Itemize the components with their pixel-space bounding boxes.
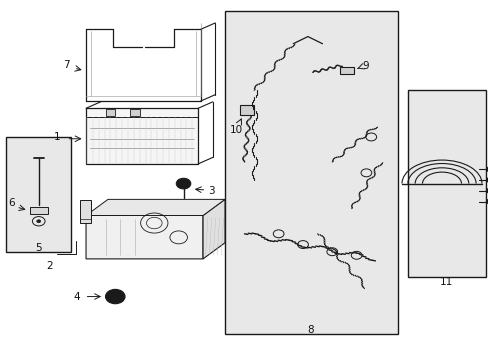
Polygon shape [203,199,224,259]
Circle shape [105,289,125,304]
Circle shape [486,167,488,172]
Bar [224,12,397,334]
Bar [407,90,485,277]
Bar [30,207,47,214]
Circle shape [176,178,190,189]
Polygon shape [86,213,203,259]
Text: 6: 6 [8,198,15,208]
Bar [86,108,198,164]
Text: 8: 8 [306,325,313,335]
Text: 4: 4 [73,292,80,302]
Text: 7: 7 [63,60,70,70]
Bar [80,200,91,224]
Text: 11: 11 [439,277,452,287]
Bar [110,293,120,300]
Text: 9: 9 [362,61,368,71]
Bar [105,109,115,116]
Text: 5: 5 [35,243,42,253]
Circle shape [486,199,488,204]
Text: 10: 10 [230,125,243,135]
Bar [239,105,254,116]
Circle shape [37,220,41,223]
Bar [130,109,140,116]
Bar [5,137,71,252]
Bar [339,67,353,74]
Text: 3: 3 [207,186,214,197]
Text: 2: 2 [46,261,53,271]
Text: 1: 1 [53,132,60,142]
Circle shape [486,177,488,183]
Polygon shape [86,199,224,216]
Circle shape [486,188,488,193]
